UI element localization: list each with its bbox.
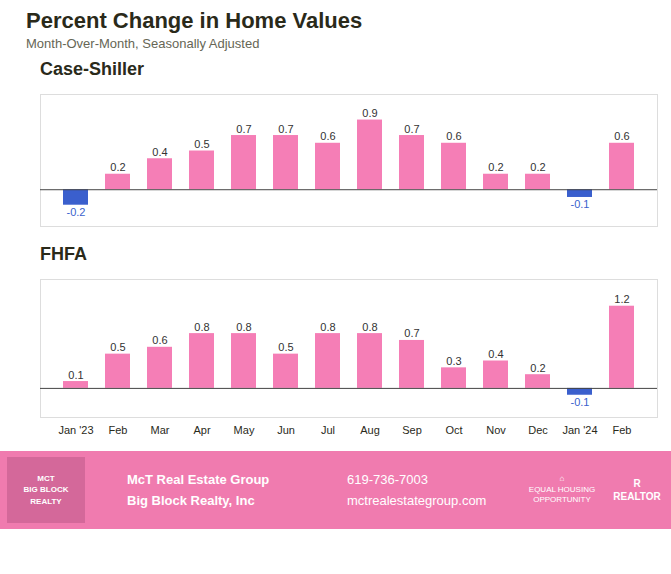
svg-text:0.1: 0.1 [68, 369, 83, 381]
html-text:mctrealestategroup.com: mctrealestategroup.com [347, 493, 487, 508]
svg-text:Feb: Feb [109, 424, 128, 436]
svg-text:0.4: 0.4 [488, 348, 503, 360]
svg-text:Apr: Apr [193, 424, 210, 436]
svg-text:0.9: 0.9 [362, 107, 377, 119]
svg-text:-0.1: -0.1 [571, 198, 590, 210]
svg-text:May: May [234, 424, 255, 436]
svg-text:0.5: 0.5 [194, 138, 209, 150]
svg-text:Aug: Aug [360, 424, 380, 436]
svg-text:0.2: 0.2 [488, 161, 503, 173]
html-text:MCT BIG BLOCK REALTY: MCT BIG BLOCK REALTY [23, 474, 69, 506]
svg-text:0.6: 0.6 [614, 130, 629, 142]
svg-text:0.8: 0.8 [362, 321, 377, 333]
html-text:FHFA: FHFA [40, 244, 87, 264]
svg-text:0.4: 0.4 [152, 146, 167, 158]
svg-text:0.7: 0.7 [278, 123, 293, 135]
svg-text:0.2: 0.2 [530, 161, 545, 173]
svg-text:Jul: Jul [321, 424, 335, 436]
svg-text:1.2: 1.2 [614, 293, 629, 305]
svg-text:Jun: Jun [277, 424, 295, 436]
svg-text:-0.2: -0.2 [67, 206, 86, 218]
svg-text:0.5: 0.5 [110, 341, 125, 353]
svg-text:0.7: 0.7 [404, 123, 419, 135]
svg-text:Sep: Sep [402, 424, 422, 436]
svg-text:0.7: 0.7 [404, 327, 419, 339]
html-text:Big Block Realty, Inc: Big Block Realty, Inc [127, 493, 255, 508]
html-text:Month-Over-Month, Seasonally A: Month-Over-Month, Seasonally Adjusted [26, 36, 260, 51]
svg-text:Mar: Mar [151, 424, 170, 436]
svg-text:Dec: Dec [528, 424, 548, 436]
svg-text:Oct: Oct [445, 424, 462, 436]
svg-text:Jan '24: Jan '24 [562, 424, 597, 436]
html-text:619-736-7003: 619-736-7003 [347, 472, 428, 487]
svg-text:0.8: 0.8 [236, 321, 251, 333]
svg-text:0.6: 0.6 [320, 130, 335, 142]
html-text:R REALTOR: R REALTOR [613, 478, 661, 502]
svg-text:0.6: 0.6 [446, 130, 461, 142]
html-text:McT Real Estate Group: McT Real Estate Group [127, 472, 270, 487]
svg-text:0.7: 0.7 [236, 123, 251, 135]
svg-text:0.8: 0.8 [320, 321, 335, 333]
svg-text:0.8: 0.8 [194, 321, 209, 333]
html-text:Percent Change in Home Values: Percent Change in Home Values [26, 8, 363, 33]
svg-text:0.5: 0.5 [278, 341, 293, 353]
svg-text:0.2: 0.2 [110, 161, 125, 173]
svg-text:0.2: 0.2 [530, 362, 545, 374]
svg-text:Feb: Feb [613, 424, 632, 436]
svg-text:0.3: 0.3 [446, 355, 461, 367]
svg-text:Jan '23: Jan '23 [58, 424, 93, 436]
svg-text:-0.1: -0.1 [571, 396, 590, 408]
html-text:⌂ EQUAL HOUSING OPPORTUNITY: ⌂ EQUAL HOUSING OPPORTUNITY [528, 474, 596, 505]
html-text:Case-Shiller: Case-Shiller [40, 59, 144, 79]
svg-text:Nov: Nov [486, 424, 506, 436]
svg-text:0.6: 0.6 [152, 334, 167, 346]
